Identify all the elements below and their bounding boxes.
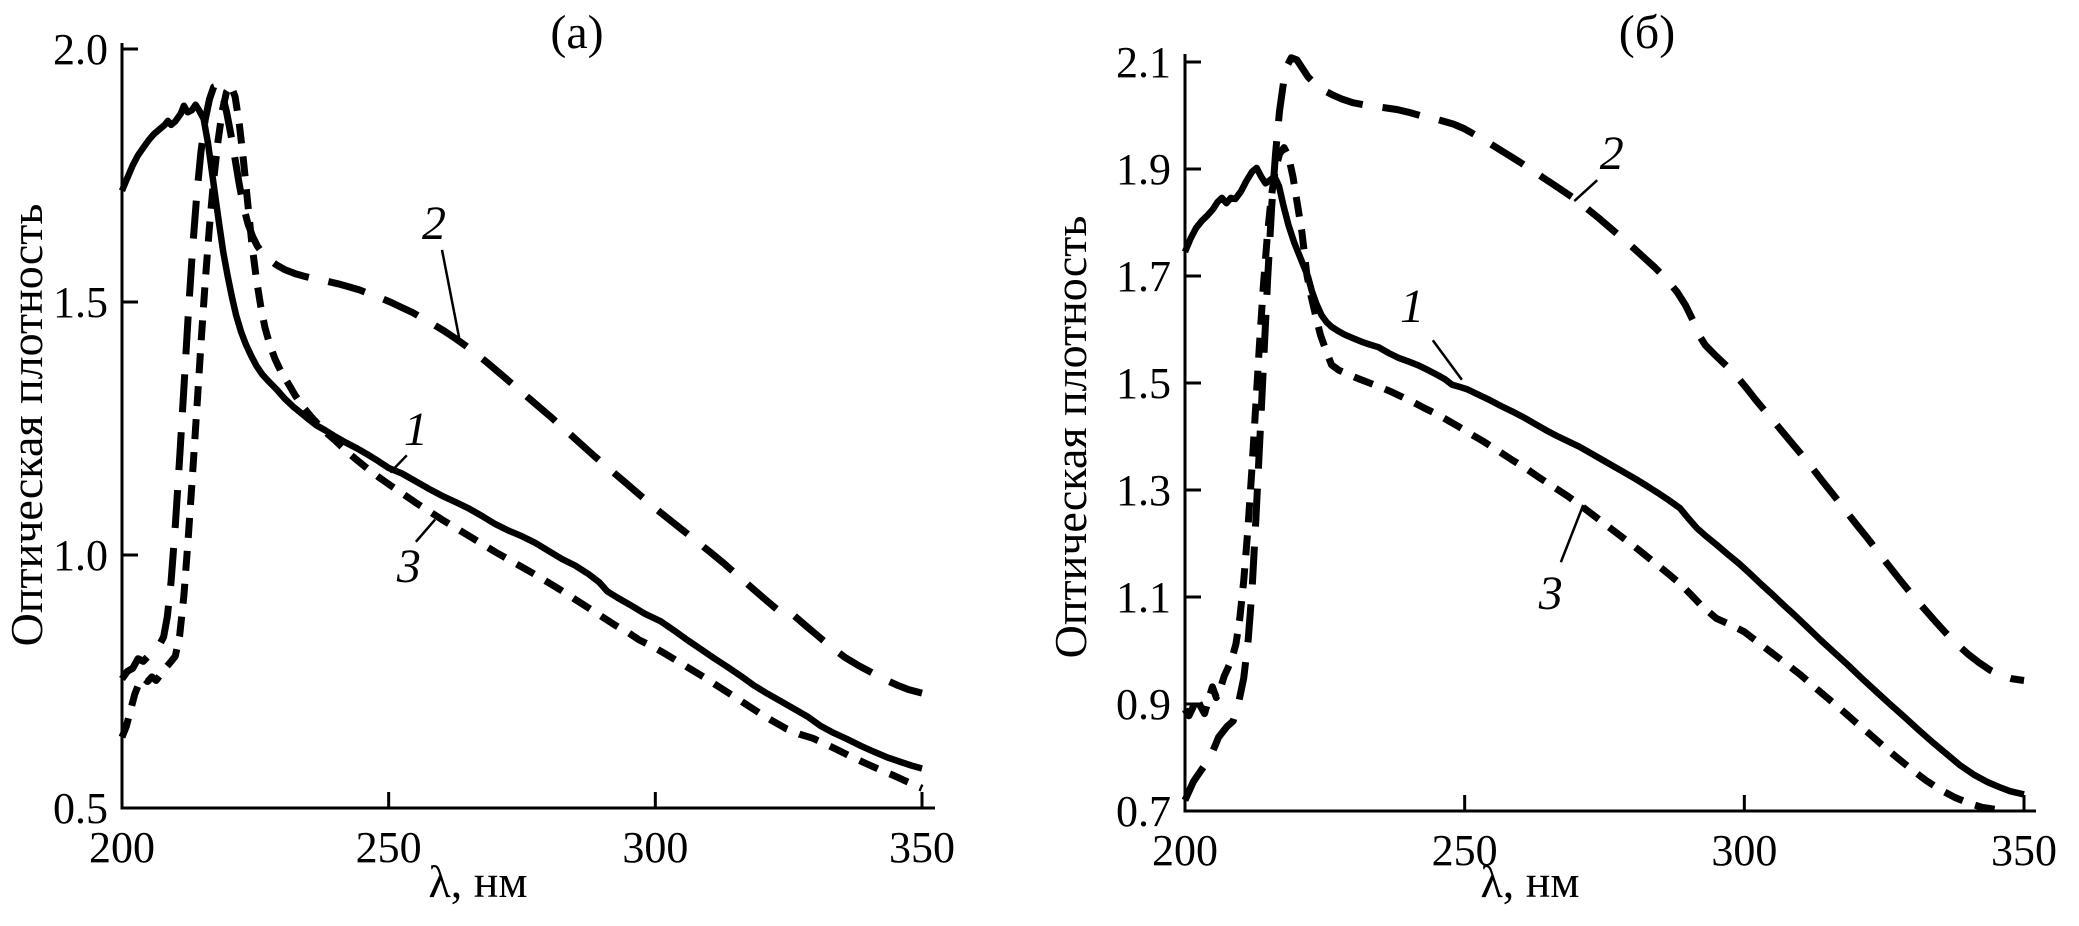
panel-b-x-tick-label: 350 bbox=[1991, 826, 2057, 875]
panel-b-curve-label-2: 2 bbox=[1600, 127, 1624, 180]
panel-b-x-axis-title: λ, нм bbox=[1480, 856, 1579, 907]
panel-a-y-tick-label: 1.5 bbox=[53, 278, 108, 327]
panel-a-plot: 0.5 1.0 1.5 2.0 200 250 300 350 1 2 3 bbox=[53, 25, 955, 872]
panel-b-curve-label-leader-1 bbox=[1431, 339, 1463, 381]
panel-b-curve-label-3: 3 bbox=[1538, 567, 1563, 620]
panel-a-curve-2-long-dash bbox=[119, 81, 923, 697]
panel-b-x-tick-label: 200 bbox=[1152, 826, 1218, 875]
panel-a-curve-label-leader-1 bbox=[389, 454, 408, 474]
panel-b-plot: 0.7 0.9 1.1 1.3 1.5 1.7 1.9 2.1 200 250 300 350 1 2 3 bbox=[1116, 38, 2057, 875]
panel-a-curve-1-solid bbox=[119, 101, 923, 772]
panel-a-y-tick-label: 1.0 bbox=[53, 531, 108, 580]
panel-b-curve-3-short-dash bbox=[1181, 144, 2008, 815]
panel-a-curve-label-3: 3 bbox=[396, 540, 421, 593]
panel-b-y-tick-label: 1.1 bbox=[1116, 573, 1171, 622]
panel-a-curve-label-leader-2 bbox=[440, 249, 461, 338]
panel-b-y-tick-label: 1.5 bbox=[1116, 359, 1171, 408]
panel-a-curve-3-short-dash bbox=[118, 81, 924, 792]
panel-a-x-axis-title: λ, нм bbox=[428, 856, 527, 907]
panel-b-y-tick-label: 2.1 bbox=[1116, 38, 1171, 87]
panel-b-curve-2-long-dash bbox=[1181, 54, 2025, 802]
panel-b-y-axis-title: Оптическая плотность bbox=[1045, 216, 1096, 659]
panel-b-tag: (б) bbox=[1619, 6, 1675, 59]
panel-a-tag: (а) bbox=[550, 6, 603, 59]
panel-a-y-axis-title: Оптическая плотность bbox=[1, 204, 52, 647]
panel-a-x-tick-label: 350 bbox=[889, 823, 955, 872]
panel-a-x-tick-label: 300 bbox=[622, 823, 688, 872]
panel-b-curve-label-leader-3 bbox=[1559, 504, 1585, 563]
panel-b-curve-label-leader-2 bbox=[1573, 179, 1599, 203]
panel-b-curve-1-solid bbox=[1182, 164, 2025, 798]
panel-a-y-tick-label: 2.0 bbox=[53, 25, 108, 74]
panel-b-x-tick-label: 300 bbox=[1711, 826, 1777, 875]
panel-a-y-tick-label: 0.5 bbox=[53, 784, 108, 833]
panel-b-curve-label-1: 1 bbox=[1400, 280, 1424, 333]
panel-b-y-tick-label: 1.3 bbox=[1116, 466, 1171, 515]
panel-b-x-tick-label: 250 bbox=[1432, 826, 1498, 875]
panel-a-x-tick-label: 200 bbox=[89, 823, 155, 872]
panel-a-curve-label-2: 2 bbox=[422, 197, 446, 250]
panel-b-y-tick-label: 1.7 bbox=[1116, 252, 1171, 301]
panel-a-curve-label-1: 1 bbox=[404, 403, 428, 456]
panel-a-x-tick-label: 250 bbox=[356, 823, 422, 872]
panel-b-y-tick-label: 0.9 bbox=[1116, 680, 1171, 729]
panel-b-y-tick-label: 1.9 bbox=[1116, 145, 1171, 194]
panel-b-y-tick-label: 0.7 bbox=[1116, 787, 1171, 836]
panel-a-curve-label-leader-3 bbox=[414, 518, 437, 543]
